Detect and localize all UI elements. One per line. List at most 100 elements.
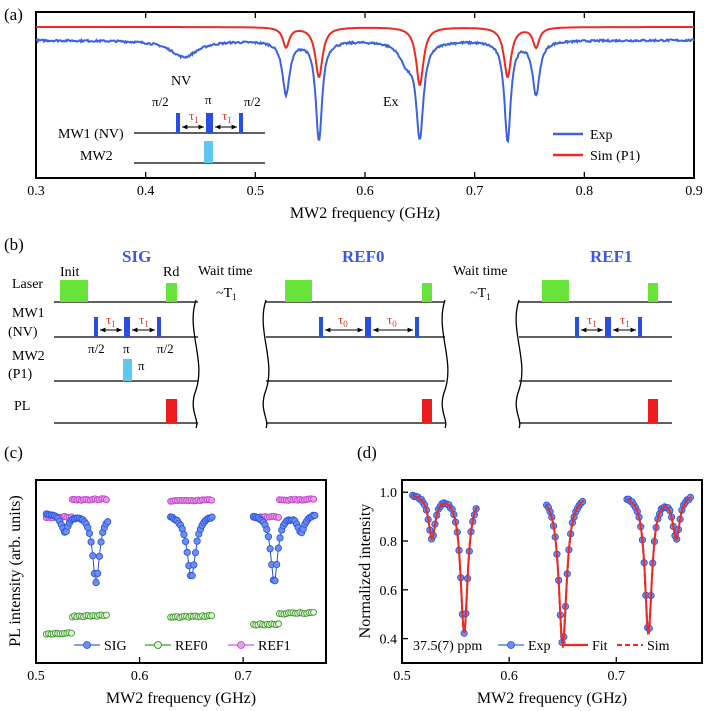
c-x-tick-label-0: 0.5	[27, 669, 45, 684]
x-tick-label-1: 0.4	[137, 184, 155, 199]
wait-label-2: Wait time	[453, 264, 507, 279]
legend-d-exp-label: Exp	[528, 639, 551, 654]
sig-mw2-pulse	[123, 359, 132, 381]
c-x-tick-label-2: 0.7	[234, 669, 252, 684]
fit-line-0	[412, 494, 478, 633]
panel-d-ylabel: Normalized intensity	[357, 504, 374, 639]
sig-point	[264, 533, 273, 541]
panel-c-series	[42, 495, 319, 638]
sig-point	[104, 518, 112, 526]
series-exp-line	[35, 37, 695, 144]
sig-point	[311, 511, 319, 520]
ref0-readout-laser-pulse	[422, 283, 432, 302]
sig-init-laser-pulse	[60, 280, 88, 302]
x-tick-label-5: 0.8	[576, 184, 594, 199]
series-sim-p1--line	[36, 26, 694, 86]
ref0-tau-1: τ0	[338, 312, 348, 329]
sig-point	[271, 577, 279, 585]
row-label-laser: Laser	[12, 277, 43, 292]
sig-tau-1: τ1	[106, 312, 116, 329]
sig-mw1-pi	[124, 317, 130, 337]
sig-point	[94, 569, 102, 578]
d-x-tick-label-1: 0.6	[500, 669, 518, 684]
sig-label-pi-half-2: π/2	[157, 341, 174, 356]
sig-title: SIG	[122, 247, 151, 266]
sig-point	[276, 534, 284, 542]
sig-readout-laser-pulse	[166, 283, 177, 302]
sig-point	[85, 529, 94, 538]
d-y-tick-label-1: 0.6	[380, 584, 398, 599]
panel-d-legend: Exp Fit Sim	[498, 639, 670, 654]
panel-b-sequence: Laser MW1 (NV) MW2 (P1) PL SIG Init Rd τ…	[8, 247, 672, 429]
sig-point	[193, 537, 201, 545]
panel-d-frame	[401, 479, 703, 664]
inset-label-pi-half-1: π/2	[152, 94, 169, 109]
sig-point	[266, 545, 274, 553]
sig-point	[273, 560, 281, 569]
ref1-mw1-pi-half-2	[638, 317, 642, 337]
d-x-tick-label-0: 0.5	[393, 669, 411, 684]
legend-sim-label: Sim (P1)	[590, 149, 641, 164]
inset-label-pi: π	[205, 92, 212, 107]
panel-c-ylabel: PL intensity (arb. units)	[7, 495, 24, 646]
inset-row-mw2: MW2	[80, 149, 113, 164]
panel-d-ticks: 0.5 0.6 0.7 0.4 0.6 0.8 1.0	[380, 486, 626, 684]
ref1-point	[102, 496, 110, 504]
panel-a-inset-sequence: MW1 (NV) MW2 π/2 π π/2 τ1 τ1	[58, 92, 265, 164]
panel-c-x-ticks: 0.5 0.6 0.7	[27, 657, 252, 684]
inset-pulse-pi-half-1	[176, 113, 180, 133]
ref1-tau-2: τ1	[620, 312, 630, 329]
panel-c-legend: SIG REF0 REF1	[74, 639, 291, 654]
ref1-title: REF1	[590, 247, 633, 266]
legend-ref1-label: REF1	[258, 639, 291, 654]
ref1-readout-laser-pulse	[648, 283, 658, 302]
row-label-mw1: MW1	[12, 306, 45, 321]
row-label-mw2: MW2	[12, 349, 45, 364]
ref0-point	[310, 608, 318, 616]
sig-point	[92, 578, 100, 587]
sig-point	[190, 561, 198, 569]
x-tick-label-0: 0.3	[27, 184, 45, 199]
fit-line-1	[545, 499, 585, 645]
legend-ref0-label: REF0	[175, 639, 208, 654]
row-label-pl: PL	[14, 399, 30, 414]
panel-d-series	[409, 491, 695, 648]
sig-point	[188, 572, 196, 580]
wait-value-2: ~T1	[470, 286, 491, 302]
sig-point	[97, 538, 105, 546]
ref1-mw1-pi-half-1	[575, 317, 579, 337]
panel-a-series	[35, 26, 695, 144]
x-tick-label-2: 0.5	[247, 184, 265, 199]
ref0-point	[67, 629, 75, 637]
d-y-tick-label-0: 0.4	[380, 633, 398, 648]
panel-a-xlabel: MW2 frequency (GHz)	[290, 205, 440, 222]
panel-a-label: (a)	[4, 5, 23, 24]
d-y-tick-label-3: 1.0	[380, 486, 398, 501]
legend-ref0-marker	[154, 641, 162, 649]
panel-c-frame	[35, 479, 327, 664]
c-x-tick-label-1: 0.6	[131, 669, 149, 684]
inset-tau-label-2: τ1	[222, 108, 232, 125]
panel-d-annotation: 37.5(7) ppm	[413, 639, 482, 654]
sig-point	[191, 549, 200, 557]
ref0-point	[275, 620, 283, 628]
sig-point	[95, 552, 103, 560]
panel-a-chart: 0.3 0.4 0.5 0.6 0.7 0.8 0.9 MW2 frequency (GHz…	[27, 11, 703, 222]
sig-point	[89, 552, 97, 560]
ref0-pl-readout	[422, 399, 432, 423]
sig-tau-2: τ1	[139, 312, 149, 329]
ref0-init-laser-pulse	[285, 280, 312, 302]
ref1-block: REF1 τ1 τ1	[519, 247, 672, 424]
panel-c-chart: 0.5 0.6 0.7 PL intensity (arb. units) MW2 …	[7, 479, 327, 707]
sig-init-label: Init	[60, 265, 80, 280]
x-tick-label-6: 0.9	[685, 184, 703, 199]
ref0-mw1-pi	[365, 317, 371, 337]
panel-a-x-ticks: 0.3 0.4 0.5 0.6 0.7 0.8 0.9	[27, 12, 703, 199]
ref0-mw1-pi-half-1	[319, 317, 323, 337]
inset-pulse-pi	[206, 113, 213, 133]
sig-point	[181, 538, 190, 546]
legend-d-exp-marker	[507, 641, 515, 649]
sig-point	[84, 524, 92, 532]
ref1-point	[208, 496, 216, 504]
